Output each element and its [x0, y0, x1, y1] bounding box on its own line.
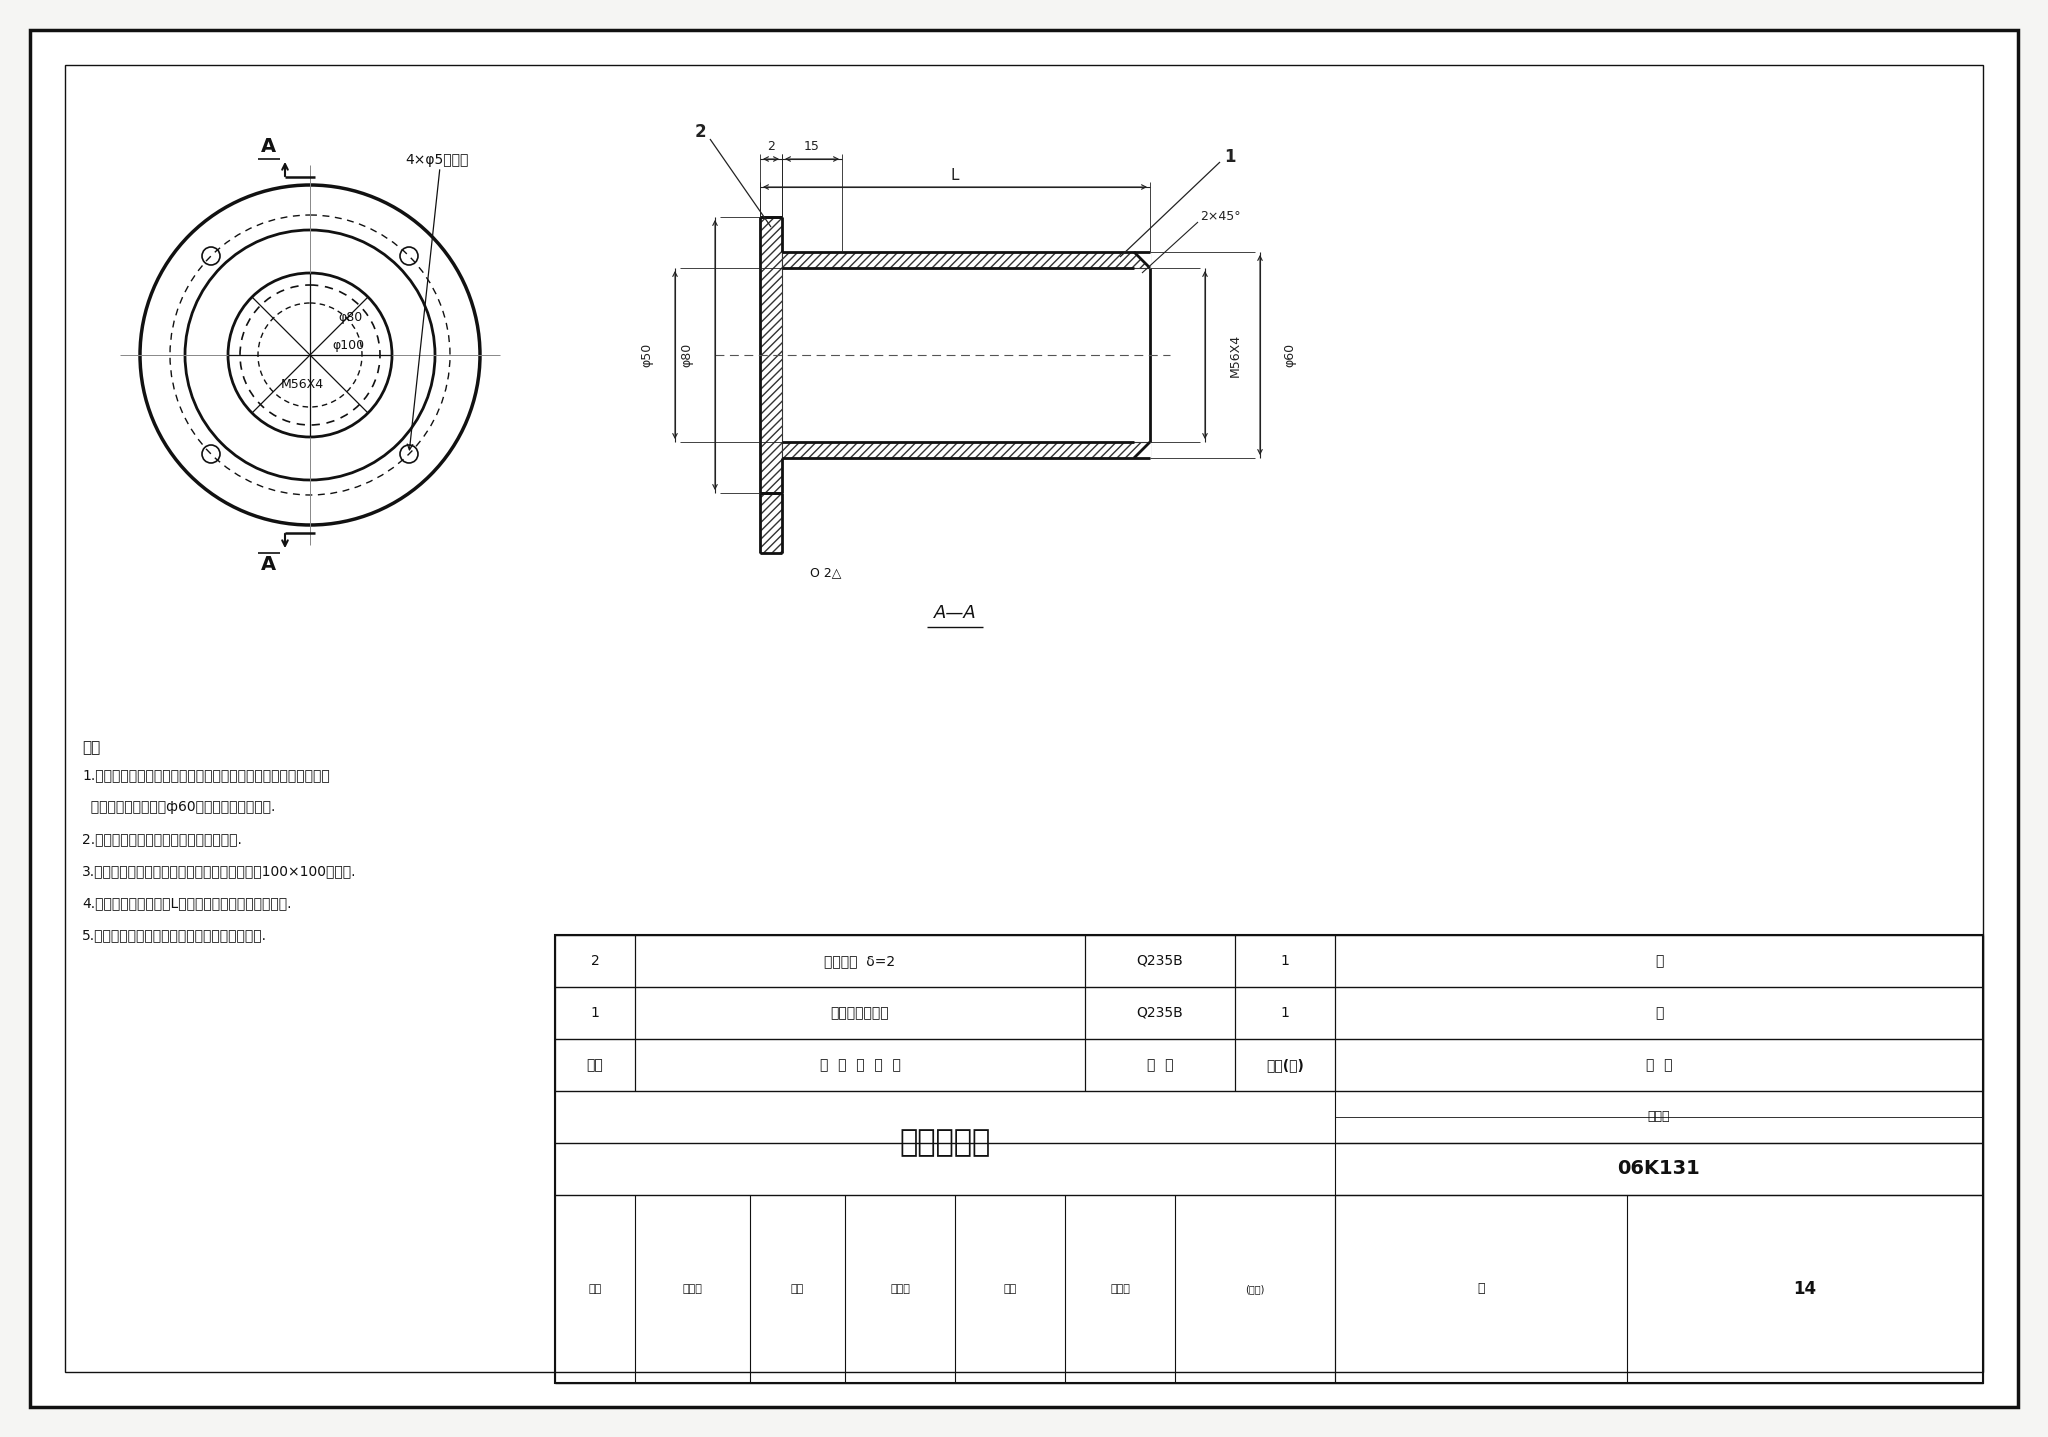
- Text: 3.若测量孔连接圈环加工有困难时，外边可以做100×100的方形.: 3.若测量孔连接圈环加工有困难时，外边可以做100×100的方形.: [82, 864, 356, 878]
- Text: A: A: [260, 138, 276, 157]
- Bar: [555, 935, 1982, 1382]
- Text: A: A: [260, 556, 276, 575]
- Text: M56X4: M56X4: [281, 378, 324, 391]
- Text: 1.测量孔装于圆弧壁面时，要将连接圈环先做成圆弧形，再做与测: 1.测量孔装于圆弧壁面时，要将连接圈环先做成圆弧形，再做与测: [82, 767, 330, 782]
- Bar: [782, 443, 1151, 458]
- Text: 校对: 校对: [791, 1285, 805, 1293]
- Text: －: －: [1655, 1006, 1663, 1020]
- Text: φ60: φ60: [1284, 343, 1296, 366]
- Text: 风量测量孔: 风量测量孔: [899, 1128, 991, 1157]
- Bar: [782, 251, 1151, 267]
- Text: 图集号: 图集号: [1649, 1111, 1671, 1124]
- Text: 审核: 审核: [588, 1285, 602, 1293]
- Text: 白桂华: 白桂华: [682, 1285, 702, 1293]
- Text: 肖红梅: 肖红梅: [891, 1285, 909, 1293]
- Polygon shape: [1135, 251, 1151, 267]
- Text: (签名): (签名): [1245, 1285, 1266, 1293]
- Text: 14: 14: [1794, 1280, 1817, 1298]
- Text: 量孔矩管外径匹配的ф60圆形孔，并焊接制成.: 量孔矩管外径匹配的ф60圆形孔，并焊接制成.: [82, 800, 274, 813]
- Text: 2.连接圈环周边必须清除毛刺，锐角倒钝.: 2.连接圈环周边必须清除毛刺，锐角倒钝.: [82, 832, 242, 846]
- Text: φ80: φ80: [338, 310, 362, 323]
- Text: φ50: φ50: [641, 343, 653, 366]
- Text: A—A: A—A: [934, 604, 977, 622]
- Text: 1: 1: [1225, 148, 1235, 167]
- Bar: [760, 217, 782, 493]
- Text: L: L: [950, 168, 958, 182]
- Text: 1: 1: [590, 1006, 600, 1020]
- Text: 15: 15: [805, 141, 819, 154]
- Text: 页: 页: [1477, 1282, 1485, 1296]
- Text: 1: 1: [1280, 1006, 1290, 1020]
- Text: 注：: 注：: [82, 740, 100, 754]
- Text: Q235B: Q235B: [1137, 1006, 1184, 1020]
- Text: 设计: 设计: [1004, 1285, 1016, 1293]
- Text: 2: 2: [590, 954, 600, 969]
- Text: 备  注: 备 注: [1647, 1058, 1673, 1072]
- Text: 贾继行: 贾继行: [1110, 1285, 1130, 1293]
- Text: 风量测量孔矩管: 风量测量孔矩管: [831, 1006, 889, 1020]
- Text: －: －: [1655, 954, 1663, 969]
- Text: 名  称  及  规  格: 名 称 及 规 格: [819, 1058, 901, 1072]
- Text: 件号: 件号: [586, 1058, 604, 1072]
- Text: 2: 2: [694, 124, 707, 141]
- Text: 06K131: 06K131: [1618, 1160, 1700, 1178]
- Text: 4×φ5孔均布: 4×φ5孔均布: [406, 152, 469, 167]
- Text: 4.风量测量孔矩管长度L应大于或等于风管保温层厚度.: 4.风量测量孔矩管长度L应大于或等于风管保温层厚度.: [82, 897, 291, 910]
- Text: φ80: φ80: [680, 343, 694, 366]
- Polygon shape: [1135, 443, 1151, 458]
- Text: φ100: φ100: [332, 339, 365, 352]
- Text: 连接圈环  δ=2: 连接圈环 δ=2: [825, 954, 895, 969]
- Bar: [760, 493, 782, 553]
- Text: 2: 2: [768, 141, 774, 154]
- Text: O 2△: O 2△: [811, 566, 842, 579]
- Text: 1: 1: [1280, 954, 1290, 969]
- Text: Q235B: Q235B: [1137, 954, 1184, 969]
- Text: 数量(个): 数量(个): [1266, 1058, 1305, 1072]
- Text: 材  料: 材 料: [1147, 1058, 1174, 1072]
- Text: 5.根据需要，材料可改为不锈钢或其他材料制作.: 5.根据需要，材料可改为不锈钢或其他材料制作.: [82, 928, 266, 943]
- Text: M56X4: M56X4: [1229, 333, 1241, 376]
- Text: 2×45°: 2×45°: [1200, 210, 1241, 224]
